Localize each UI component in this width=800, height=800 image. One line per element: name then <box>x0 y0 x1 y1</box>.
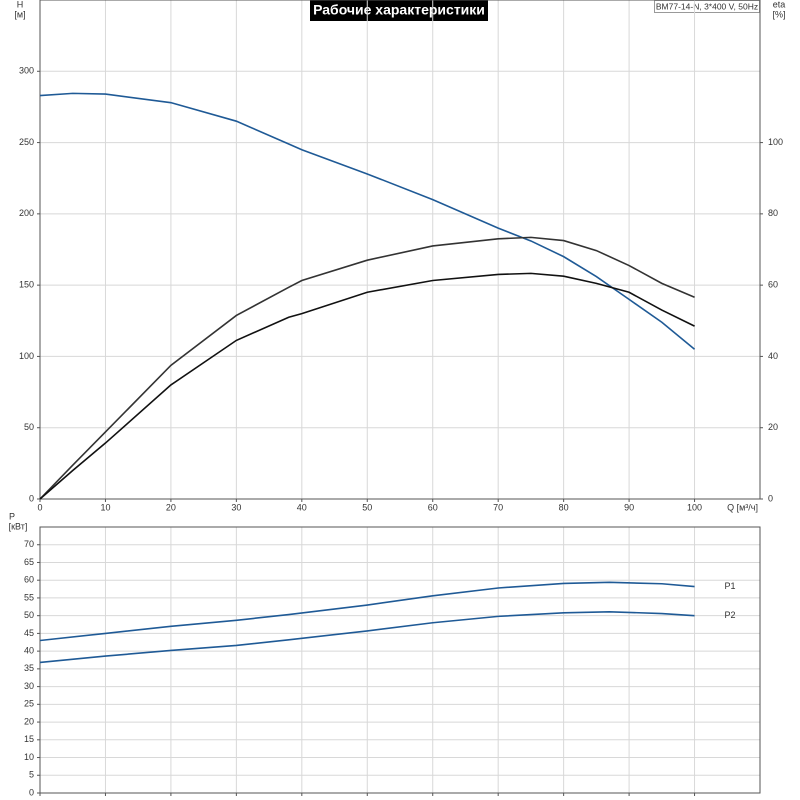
y-axis-unit: [кВт] <box>9 521 28 531</box>
y2-tick-label: 0 <box>768 493 773 503</box>
x-tick-label: 20 <box>166 502 176 512</box>
series-label: P2 <box>725 610 736 620</box>
series-line <box>39 236 695 500</box>
series-line <box>39 610 695 664</box>
plot-frame <box>39 0 761 500</box>
y-tick-label: 40 <box>24 646 34 656</box>
x-tick-label: 30 <box>231 502 241 512</box>
y-tick-label: 0 <box>29 493 34 503</box>
y-tick-label: 300 <box>19 66 34 76</box>
x-tick-label: 80 <box>559 502 569 512</box>
y-axis-label: H <box>17 0 24 9</box>
x-tick-label: 40 <box>297 502 307 512</box>
y-tick-label: 25 <box>24 699 34 709</box>
series-label: P1 <box>725 581 736 591</box>
x-tick-label: 70 <box>493 502 503 512</box>
y-tick-label: 60 <box>24 575 34 585</box>
series-line <box>39 581 695 642</box>
y-tick-label: 35 <box>24 663 34 673</box>
x-tick-label: 0 <box>37 502 42 512</box>
x-tick-label: 50 <box>362 502 372 512</box>
y-tick-label: 10 <box>24 752 34 762</box>
y2-axis-unit: [%] <box>772 9 785 19</box>
y2-tick-label: 20 <box>768 422 778 432</box>
y-tick-label: 45 <box>24 628 34 638</box>
model-label: BM77-14-N, 3*400 V, 50Hz <box>656 1 758 11</box>
title-box <box>310 0 488 21</box>
x-axis-label: Q [м³/ч] <box>727 502 758 512</box>
y-tick-label: 30 <box>24 681 34 691</box>
y-tick-label: 65 <box>24 557 34 567</box>
y2-tick-label: 60 <box>768 280 778 290</box>
y-tick-label: 15 <box>24 734 34 744</box>
y-tick-label: 50 <box>24 422 34 432</box>
y-tick-label: 55 <box>24 592 34 602</box>
y-tick-label: 70 <box>24 539 34 549</box>
x-tick-label: 100 <box>687 502 702 512</box>
y-tick-label: 100 <box>19 351 34 361</box>
y2-axis-label: eta <box>773 0 786 9</box>
x-tick-label: 90 <box>624 502 634 512</box>
y2-tick-label: 40 <box>768 351 778 361</box>
y-tick-label: 5 <box>29 770 34 780</box>
x-tick-label: 60 <box>428 502 438 512</box>
y2-tick-label: 100 <box>768 137 783 147</box>
y-tick-label: 20 <box>24 716 34 726</box>
y-axis-label: P <box>9 511 15 521</box>
series-line <box>39 272 695 500</box>
y-tick-label: 250 <box>19 137 34 147</box>
x-tick-label: 10 <box>100 502 110 512</box>
y-tick-label: 50 <box>24 610 34 620</box>
y-tick-label: 0 <box>29 787 34 797</box>
plot-frame <box>39 526 761 794</box>
y-tick-label: 200 <box>19 208 34 218</box>
y-axis-unit: [м] <box>14 9 25 19</box>
y2-tick-label: 80 <box>768 208 778 218</box>
y-tick-label: 150 <box>19 280 34 290</box>
chart-title: Рабочие характеристики <box>313 2 485 18</box>
